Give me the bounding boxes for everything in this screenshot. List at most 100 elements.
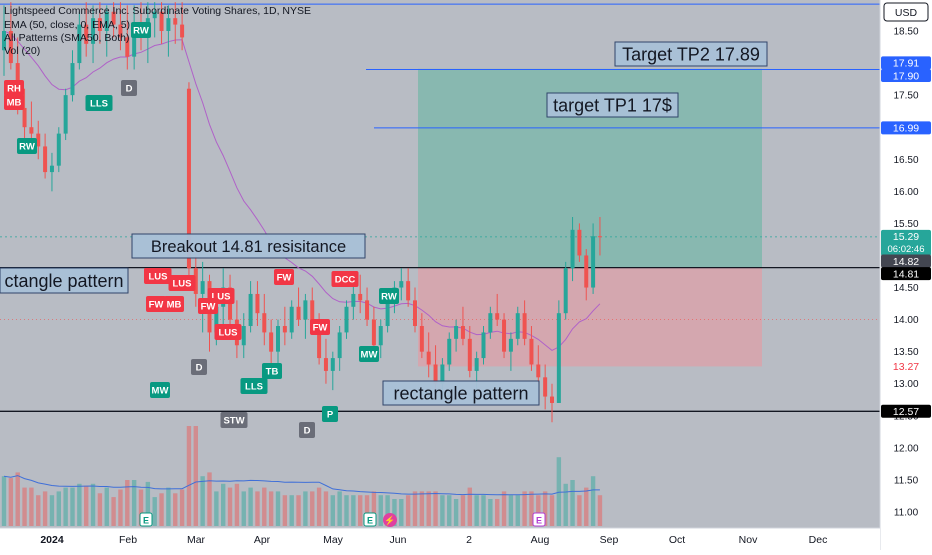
volume-bar (166, 487, 171, 526)
annotation-text: Target TP2 17.89 (622, 44, 760, 64)
volume-bar (104, 487, 109, 526)
ema-line-group (3, 30, 601, 351)
annotation-text: ctangle pattern (4, 271, 123, 291)
volume-bar (364, 495, 370, 526)
candle-body (8, 31, 13, 64)
volume-bar (515, 495, 520, 526)
time-tick-label: Aug (531, 534, 550, 546)
candle-body (282, 326, 287, 333)
candle-body (433, 364, 438, 384)
price-label-text: 17.91 (893, 58, 919, 70)
candle-body (440, 364, 445, 384)
candle-body (248, 293, 253, 327)
volume-bar (159, 493, 164, 526)
pattern-label-text: LUS (173, 279, 192, 290)
pattern-label-text: P (327, 410, 334, 421)
price-label-text: 13.27 (893, 361, 919, 373)
candle-body (111, 11, 116, 25)
annotation-box (0, 267, 129, 294)
annotation-text: rectangle pattern (393, 383, 528, 403)
candle-body (550, 396, 554, 403)
price-label-box (881, 267, 931, 281)
volume-bar (433, 491, 438, 526)
candle-body (543, 377, 548, 397)
candle-body (70, 63, 75, 96)
volume-bar (597, 495, 603, 526)
candle-body (159, 11, 164, 31)
price-tick-label: 17.50 (893, 91, 918, 102)
volume-bar (344, 495, 349, 526)
pattern-label-box (168, 275, 196, 291)
pattern-label-box (220, 412, 248, 428)
pattern-label-text: RW (381, 292, 397, 303)
candle-body (166, 18, 171, 31)
pattern-label-box (4, 80, 24, 96)
pattern-label-text: MW (152, 386, 169, 397)
currency-button[interactable] (883, 2, 929, 22)
volume-bar (200, 476, 205, 526)
volume-bar (262, 487, 267, 526)
price-label-text: 15.29 (893, 231, 919, 243)
candle-body (49, 165, 54, 173)
pattern-label-text: D (304, 426, 311, 437)
candle-body (296, 306, 301, 320)
volume-bar (131, 480, 137, 526)
candle-body (495, 313, 500, 320)
price-label-text: 16.99 (893, 123, 919, 135)
volume-bar (179, 489, 185, 526)
price-tick-label: 16.50 (893, 155, 918, 166)
time-tick-label: May (323, 534, 344, 546)
candle-body (317, 326, 322, 359)
candle-body (104, 11, 109, 31)
candle-body (563, 268, 568, 314)
volume-bar (577, 495, 582, 526)
symbol-title: Lightspeed Commerce Inc. Subordinate Vot… (4, 5, 311, 17)
candle-body (262, 313, 267, 333)
candle-body (584, 255, 589, 288)
pattern-label-text: FW (201, 302, 216, 313)
annotation-text: target TP1 17$ (553, 95, 672, 115)
volume-bar (296, 495, 301, 526)
candle-body (413, 300, 417, 327)
volume-bar (501, 491, 507, 526)
time-axis[interactable] (0, 528, 880, 550)
volume-bar (36, 495, 41, 526)
volume-bar (495, 499, 500, 526)
time-tick-label: Sep (600, 534, 619, 546)
pattern-label-box (198, 298, 218, 314)
volume-bar (399, 499, 404, 526)
pattern-label-box (240, 378, 268, 394)
volume-bar (371, 491, 377, 526)
candle-body (91, 18, 96, 44)
pattern-label-text: MB (7, 98, 22, 109)
volume-bar (385, 495, 390, 526)
stop-zone (418, 267, 762, 367)
earnings-marker-box (532, 512, 546, 527)
candle-body (84, 24, 89, 44)
candle-body (173, 18, 178, 25)
price-tick-label: 11.00 (894, 508, 919, 519)
pattern-label-box (299, 422, 315, 438)
candle-body (77, 24, 82, 64)
candle-body (337, 332, 342, 359)
event-marker-text: E (367, 516, 373, 526)
price-tick-label: 11.50 (894, 475, 919, 486)
volume-bar (15, 472, 20, 526)
volume-bar (248, 487, 253, 526)
pattern-label-text: STW (223, 416, 244, 427)
volume-bar (529, 491, 534, 526)
time-tick-label: Mar (187, 534, 206, 546)
candle-body (371, 319, 376, 346)
candle-body (29, 127, 34, 134)
candle-body (125, 37, 130, 57)
volume-bar (138, 489, 144, 526)
pattern-label-text: DCC (335, 275, 356, 286)
volume-bar (542, 491, 548, 526)
candle-body (22, 107, 27, 128)
pattern-label-box (379, 288, 399, 304)
pattern-label-box (17, 138, 37, 154)
candle-body (56, 133, 61, 166)
event-marker-text: ⚡ (384, 515, 395, 527)
